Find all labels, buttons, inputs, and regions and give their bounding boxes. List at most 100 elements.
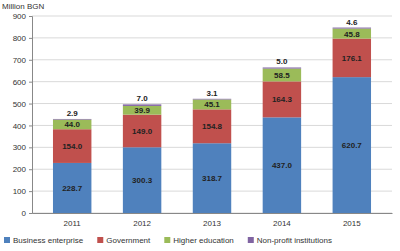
grid xyxy=(32,16,392,213)
legend-swatch xyxy=(97,237,103,243)
bar xyxy=(53,163,91,213)
y-tick-mark xyxy=(29,82,32,83)
y-tick: 100 xyxy=(13,187,32,196)
bar xyxy=(333,28,371,29)
x-tick-label: 2015 xyxy=(343,219,361,228)
y-tick-label: 900 xyxy=(13,12,27,21)
x-axis: 2011 2012 2013 2014 2015 xyxy=(33,213,393,228)
data-label: 39.9 xyxy=(134,106,150,115)
bar xyxy=(263,67,301,68)
x-tick-label: 2013 xyxy=(203,219,221,228)
x-axis-line xyxy=(33,213,393,214)
y-axis-line xyxy=(29,17,33,214)
data-label: 3.1 xyxy=(206,89,218,98)
y-tick-label: 400 xyxy=(13,122,27,131)
bar xyxy=(193,143,231,213)
y-tick-label: 500 xyxy=(13,100,27,109)
y-tick-label: 0 xyxy=(22,209,27,218)
legend-swatch xyxy=(4,237,10,243)
legend-label: Higher education xyxy=(173,236,233,245)
y-axis: 0 100 200 300 400 500 600 700 800 900 xyxy=(13,12,33,218)
series xyxy=(53,29,371,130)
legend-swatch xyxy=(248,237,254,243)
y-tick: 900 xyxy=(13,12,32,21)
x-tick: 2012 xyxy=(133,213,151,228)
y-tick-mark xyxy=(29,147,32,148)
x-tick: 2011 xyxy=(64,213,82,228)
bar xyxy=(333,77,371,213)
legend-label: Business enterprise xyxy=(13,236,84,245)
data-label: 228.7 xyxy=(62,184,83,193)
x-tick: 2015 xyxy=(343,213,361,228)
data-label: 154.8 xyxy=(202,122,223,131)
data-label: 58.5 xyxy=(274,71,290,80)
y-tick-mark xyxy=(29,213,32,214)
x-tick-label: 2012 xyxy=(133,219,151,228)
y-tick-label: 100 xyxy=(13,187,27,196)
bar xyxy=(263,69,301,82)
y-tick: 400 xyxy=(13,122,32,131)
series xyxy=(53,39,371,163)
y-tick: 600 xyxy=(13,78,32,87)
bar xyxy=(123,115,161,148)
data-label: 44.0 xyxy=(64,120,80,129)
y-tick: 300 xyxy=(13,143,32,152)
bar xyxy=(263,117,301,213)
y-tick-mark xyxy=(29,169,32,170)
chart: 0 100 200 300 400 500 600 700 800 900 2011 2012 2013… xyxy=(0,0,400,251)
y-tick-label: 300 xyxy=(13,143,27,152)
bar xyxy=(333,29,371,39)
data-label: 4.6 xyxy=(346,18,358,27)
x-tick-label: 2014 xyxy=(273,219,291,228)
bar xyxy=(123,106,161,115)
y-axis-title: Million BGN xyxy=(2,2,44,11)
y-tick-mark xyxy=(29,38,32,39)
bar xyxy=(53,129,91,163)
y-tick: 700 xyxy=(13,56,32,65)
legend-label: Government xyxy=(106,236,151,245)
data-label: 45.1 xyxy=(204,100,220,109)
y-tick-label: 700 xyxy=(13,56,27,65)
y-tick-label: 800 xyxy=(13,34,27,43)
legend-label: Non-profit institutions xyxy=(257,236,332,245)
data-label: 318.7 xyxy=(202,174,223,183)
legend-swatch xyxy=(164,237,170,243)
data-label: 5.0 xyxy=(276,57,288,66)
y-tick: 800 xyxy=(13,34,32,43)
plot: 0 100 200 300 400 500 600 700 800 900 2011 2012 2013… xyxy=(13,12,393,228)
bar xyxy=(53,120,91,130)
data-label: 149.0 xyxy=(132,127,153,136)
series xyxy=(53,28,371,120)
y-tick: 0 xyxy=(22,209,32,218)
series xyxy=(53,77,371,213)
data-label: 176.1 xyxy=(342,54,363,63)
bars xyxy=(53,28,371,213)
bar xyxy=(263,81,301,117)
y-tick: 200 xyxy=(13,165,32,174)
y-tick-mark xyxy=(29,16,32,17)
y-tick-mark xyxy=(29,60,32,61)
data-label: 437.0 xyxy=(272,161,293,170)
x-tick: 2014 xyxy=(273,213,291,228)
grid-line xyxy=(32,16,392,17)
data-label: 45.8 xyxy=(344,30,360,39)
bar xyxy=(333,39,371,78)
data-labels: 228.7300.3318.7437.0620.7154.0149.0154.8… xyxy=(62,18,362,193)
y-tick-label: 200 xyxy=(13,165,27,174)
data-label: 2.9 xyxy=(67,109,79,118)
y-tick: 500 xyxy=(13,100,32,109)
bar xyxy=(193,109,231,143)
bar xyxy=(123,147,161,213)
x-tick-label: 2011 xyxy=(64,219,82,228)
y-tick-label: 600 xyxy=(13,78,27,87)
y-tick-mark xyxy=(29,104,32,105)
y-tick-mark xyxy=(29,125,32,126)
x-tick: 2013 xyxy=(203,213,221,228)
bar xyxy=(193,99,231,109)
data-label: 300.3 xyxy=(132,176,153,185)
data-label: 164.3 xyxy=(272,95,293,104)
y-tick-mark xyxy=(29,191,32,192)
data-label: 7.0 xyxy=(137,94,149,103)
legend: Business enterprise Government Higher educ… xyxy=(4,236,332,245)
data-label: 620.7 xyxy=(342,141,363,150)
